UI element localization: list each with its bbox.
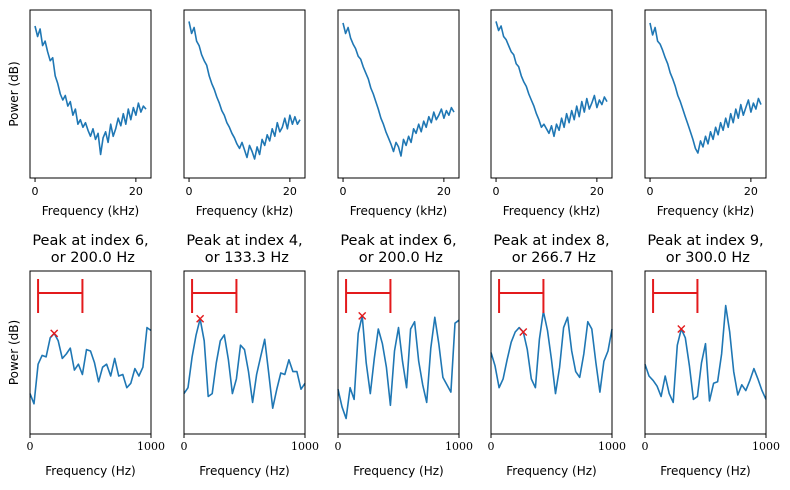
panel-title-line: Peak at index 6,: [340, 233, 456, 249]
x-tick-label: 1000: [137, 440, 165, 453]
spectrum-frame: [337, 9, 460, 179]
x-axis-label: Frequency (kHz): [42, 204, 139, 218]
zoom-frame: [29, 270, 152, 435]
panel-title-line: or 300.0 Hz: [661, 250, 750, 266]
x-axis-label: Frequency (kHz): [350, 204, 447, 218]
panel-title-line: Peak at index 4,: [186, 233, 302, 249]
spectrum-axes: 0 20 Frequency (kHz): [337, 9, 460, 218]
y-axis-label: Power (dB): [7, 320, 21, 385]
panel-title-line: or 200.0 Hz: [354, 250, 443, 266]
peak-marker-stroke: [519, 327, 528, 336]
peak-marker-stroke: [50, 329, 59, 338]
spectrum-line: [649, 22, 762, 154]
spectrum-line: [34, 25, 147, 156]
peak-marker: [358, 311, 367, 320]
spectrum-frame: [490, 9, 613, 179]
spectrum-line: [188, 21, 301, 160]
panel-title-line: or 266.7 Hz: [507, 250, 596, 266]
zoom-axes: Peak at index 8, or 266.7 Hz 0 1000Frequen…: [488, 233, 627, 478]
x-tick-label: 0: [335, 440, 342, 453]
panel-5: 0 20 Frequency (kHz) Peak at index 9, or 30…: [642, 9, 781, 478]
zoom-axes: Peak at index 9, or 300.0 Hz 0 1000Frequen…: [642, 233, 781, 478]
x-axis-label: Frequency (kHz): [503, 204, 600, 218]
peak-marker-stroke: [677, 325, 686, 334]
x-tick-label: 0: [488, 440, 495, 453]
x-tick-label: 0: [32, 185, 39, 198]
peak-marker: [196, 314, 205, 323]
zoom-frame: [337, 270, 460, 435]
spectrum-frame: [183, 9, 306, 179]
panel-title: Peak at index 6, or 200.0 Hz: [340, 233, 456, 266]
panel-title: Peak at index 6, or 200.0 Hz: [32, 233, 148, 266]
peak-marker: [677, 325, 686, 334]
zoom-axes: Peak at index 6, or 200.0 Hz 0 1000Frequen…: [335, 233, 474, 478]
x-tick-label: 1000: [445, 440, 473, 453]
zoom-frame: [644, 270, 767, 435]
x-tick-label: 20: [744, 185, 758, 198]
panel-title-line: or 200.0 Hz: [46, 250, 135, 266]
x-axis-label: Frequency (Hz): [506, 464, 597, 478]
x-tick-label: 0: [493, 185, 500, 198]
spectrum-axes: 0 20 Frequency (kHz): [644, 9, 767, 218]
y-axis-label: Power (dB): [7, 61, 21, 126]
panel-title: Peak at index 4, or 133.3 Hz: [186, 233, 302, 266]
peak-marker: [50, 329, 59, 338]
panel-3: 0 20 Frequency (kHz) Peak at index 6, or 20…: [335, 9, 474, 478]
x-tick-label: 1000: [752, 440, 780, 453]
zoom-line: [183, 317, 306, 410]
zoom-frame: [490, 270, 613, 435]
x-tick-label: 1000: [291, 440, 319, 453]
zoom-frame: [183, 270, 306, 435]
x-tick-label: 0: [186, 185, 193, 198]
x-tick-label: 20: [590, 185, 604, 198]
x-tick-label: 20: [283, 185, 297, 198]
x-tick-label: 1000: [598, 440, 626, 453]
x-tick-label: 0: [642, 440, 649, 453]
x-axis-label: Frequency (Hz): [353, 464, 444, 478]
zoom-axes: Peak at index 6, or 200.0 Hz 0 1000Frequen…: [7, 233, 165, 478]
spectrum-frame: [644, 9, 767, 179]
zoom-line: [337, 314, 460, 420]
panel-title-line: Peak at index 8,: [493, 233, 609, 249]
x-tick-label: 20: [129, 185, 143, 198]
zoom-line: [490, 310, 613, 395]
x-tick-label: 0: [181, 440, 188, 453]
panel-title: Peak at index 9, or 300.0 Hz: [647, 233, 763, 266]
spectrum-line: [495, 21, 608, 138]
peak-marker-stroke: [196, 314, 205, 323]
x-tick-label: 0: [340, 185, 347, 198]
x-axis-label: Frequency (Hz): [199, 464, 290, 478]
zoom-line: [644, 304, 767, 404]
x-tick-label: 20: [437, 185, 451, 198]
x-axis-label: Frequency (Hz): [660, 464, 751, 478]
panel-title-line: Peak at index 9,: [647, 233, 763, 249]
spectrum-line: [342, 22, 455, 157]
peak-marker: [519, 327, 528, 336]
x-axis-label: Frequency (kHz): [657, 204, 754, 218]
zoom-axes: Peak at index 4, or 133.3 Hz 0 1000Frequen…: [181, 233, 320, 478]
spectrum-axes: 0 20 Frequency (kHz) Power (dB): [7, 9, 152, 218]
panel-title: Peak at index 8, or 266.7 Hz: [493, 233, 609, 266]
zoom-line: [29, 326, 152, 405]
x-tick-label: 0: [27, 440, 34, 453]
x-axis-label: Frequency (kHz): [196, 204, 293, 218]
x-axis-label: Frequency (Hz): [45, 464, 136, 478]
spectrum-axes: 0 20 Frequency (kHz): [490, 9, 613, 218]
spectrum-frame: [29, 9, 152, 179]
panel-title-line: or 133.3 Hz: [200, 250, 289, 266]
panel-4: 0 20 Frequency (kHz) Peak at index 8, or 26…: [488, 9, 627, 478]
panel-2: 0 20 Frequency (kHz) Peak at index 4, or 13…: [181, 9, 320, 478]
spectrum-axes: 0 20 Frequency (kHz): [183, 9, 306, 218]
x-tick-label: 0: [647, 185, 654, 198]
panel-title-line: Peak at index 6,: [32, 233, 148, 249]
peak-marker-stroke: [358, 311, 367, 320]
